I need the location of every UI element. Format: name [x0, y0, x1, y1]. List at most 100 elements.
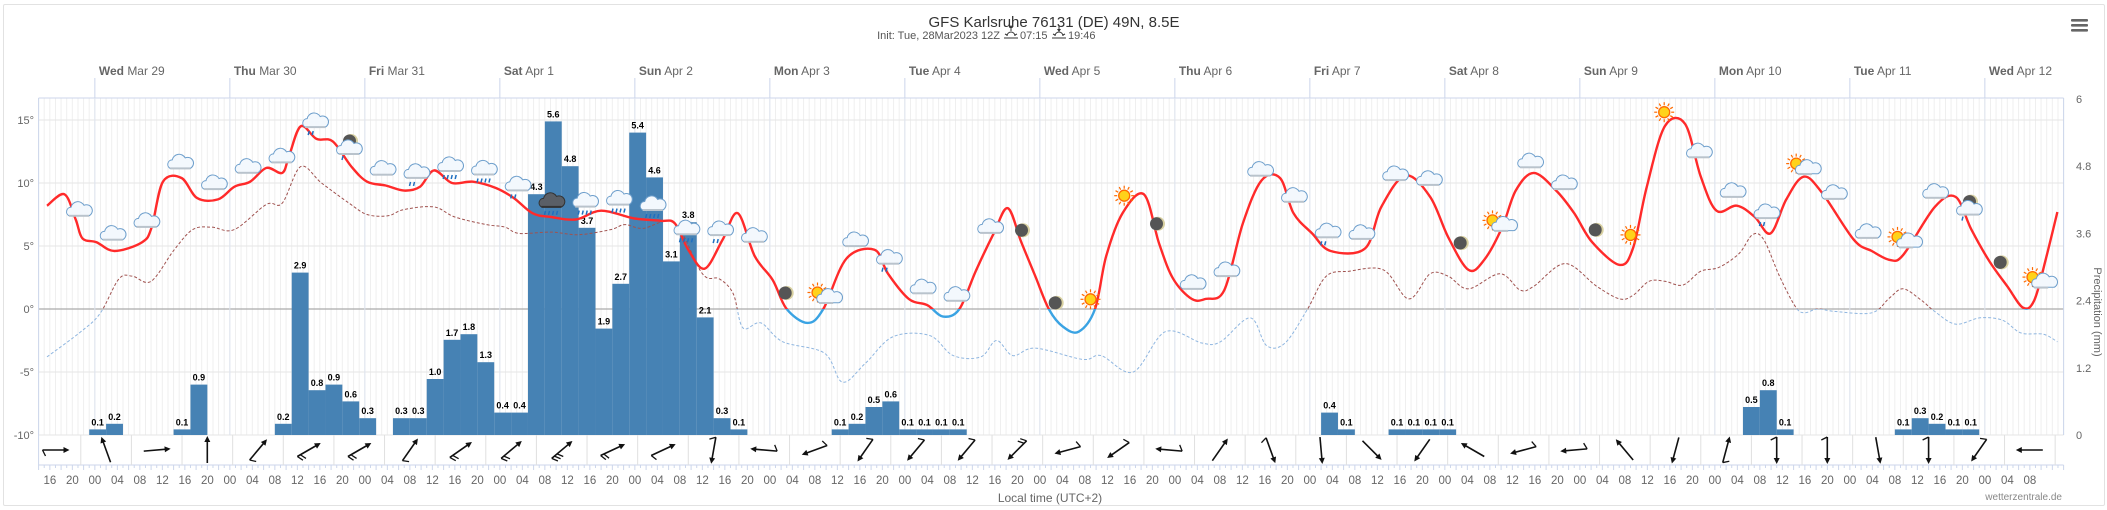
day-date: Mar 29: [127, 64, 165, 78]
precip-bar-label: 0.4: [513, 401, 526, 411]
rain-drop: [547, 210, 551, 216]
hamburger-menu-icon: [2071, 19, 2088, 32]
precip-bar-label: 0.8: [1762, 378, 1775, 388]
cloud-base: [372, 173, 393, 176]
day-weekday: Sun: [1584, 64, 1607, 78]
hour-label: 16: [583, 475, 596, 487]
precip-bar: [325, 384, 343, 435]
hour-label: 04: [786, 475, 799, 487]
day-weekday: Thu: [234, 64, 256, 78]
cloud-shape: [816, 288, 843, 304]
precip-bar: [460, 334, 478, 435]
hour-label: 12: [696, 475, 709, 487]
hour-label: 16: [313, 475, 326, 487]
rain-drop: [450, 174, 453, 180]
cloud-icon: [234, 158, 262, 174]
hour-label: 00: [88, 475, 101, 487]
hour-label: 20: [201, 475, 214, 487]
sun-icon: [1080, 289, 1101, 310]
hour-label: 16: [1258, 475, 1271, 487]
cloud-base: [1797, 173, 1812, 176]
credit-link[interactable]: wetterzentrale.de: [1984, 492, 2062, 503]
cloud-shape: [268, 147, 296, 163]
sun-ray: [1667, 117, 1670, 122]
cloud-shape: [707, 220, 734, 236]
rain-icon: [876, 249, 903, 272]
wind-arrow-icon: [1155, 444, 1183, 453]
cloud-shape: [977, 218, 1004, 234]
wind-barb: [551, 457, 559, 462]
day-label: Fri Apr 7: [1314, 64, 1361, 78]
cloud-shape: [1551, 174, 1578, 190]
wind-arrowhead: [907, 454, 914, 461]
cloud-shape: [1213, 261, 1241, 277]
precip-bar-label: 0.1: [1965, 417, 1978, 427]
sun-icon: [1114, 185, 1135, 206]
hour-label: 12: [1371, 475, 1384, 487]
cloud-icon: [66, 201, 93, 217]
day-weekday: Mon: [1719, 64, 1744, 78]
precip-bar: [578, 227, 596, 435]
wind-arrowhead: [1414, 454, 1421, 462]
wind-arrowhead: [750, 446, 757, 453]
rain-drop: [644, 213, 648, 219]
wind-arrow-icon: [1874, 437, 1883, 464]
wind-shaft: [1463, 443, 1485, 458]
cloud-shape: [1821, 184, 1848, 200]
hour-label: 00: [1033, 475, 1046, 487]
moon-disc: [778, 286, 792, 300]
rain-drop: [589, 210, 592, 215]
cloud-shape: [1416, 170, 1443, 186]
precip-bar: [1321, 412, 1338, 435]
hour-label: 12: [1641, 475, 1654, 487]
cloud-shape: [1719, 182, 1747, 198]
hour-label: 12: [156, 475, 169, 487]
sun-ray: [2023, 280, 2027, 283]
wind-arrow-icon: [1460, 443, 1485, 458]
hour-label: 04: [1191, 475, 1204, 487]
precip-tick-label: 3.6: [2076, 228, 2091, 240]
cloud-base: [1385, 179, 1406, 182]
day-date: Apr 10: [1746, 64, 1782, 78]
wind-arrow-icon: [801, 440, 828, 456]
day-date: Apr 11: [1877, 64, 1912, 78]
moon-disc: [1048, 296, 1062, 310]
sun-ray: [1096, 302, 1100, 305]
cloud-shape: [2031, 272, 2058, 288]
sun-ray: [2026, 268, 2030, 272]
rain-drop: [555, 210, 559, 216]
cloud-icon: [842, 231, 869, 248]
precip-bar: [1422, 429, 1440, 435]
cloud-shape: [99, 225, 127, 241]
dewpoint-line: [102, 165, 1933, 309]
hour-label: 16: [1663, 475, 1676, 487]
rain-drop: [476, 178, 479, 183]
precip-bar: [173, 429, 191, 435]
cloud-icon: [167, 153, 194, 170]
cloud-base: [102, 238, 123, 241]
wind-barb: [452, 454, 459, 460]
sun-ray: [1669, 115, 1674, 118]
wind-shaft: [1512, 445, 1537, 454]
sun-ray: [2035, 268, 2039, 272]
day-label: Mon Apr 10: [1719, 64, 1782, 78]
sun-ray: [1891, 242, 1895, 246]
sun-ray: [1888, 231, 1892, 234]
cloud-shape: [1686, 142, 1713, 158]
hour-label: 20: [1146, 475, 1159, 487]
hamburger-menu-button[interactable]: [2067, 15, 2091, 35]
wind-arrow-icon: [907, 437, 926, 461]
day-weekday: Thu: [1179, 64, 1201, 78]
day-weekday: Fri: [369, 64, 384, 78]
precip-bar: [1962, 429, 1980, 435]
cloud-base: [474, 173, 494, 176]
cloud-base: [440, 170, 461, 172]
hour-label: 00: [628, 475, 641, 487]
sun-disc: [1658, 106, 1671, 119]
cloud-shape: [167, 153, 194, 169]
cloud-base: [1959, 213, 1979, 216]
temp-tick-label: -10°: [14, 430, 34, 442]
cloud-shape: [1382, 165, 1409, 181]
hour-label: 04: [921, 475, 934, 487]
